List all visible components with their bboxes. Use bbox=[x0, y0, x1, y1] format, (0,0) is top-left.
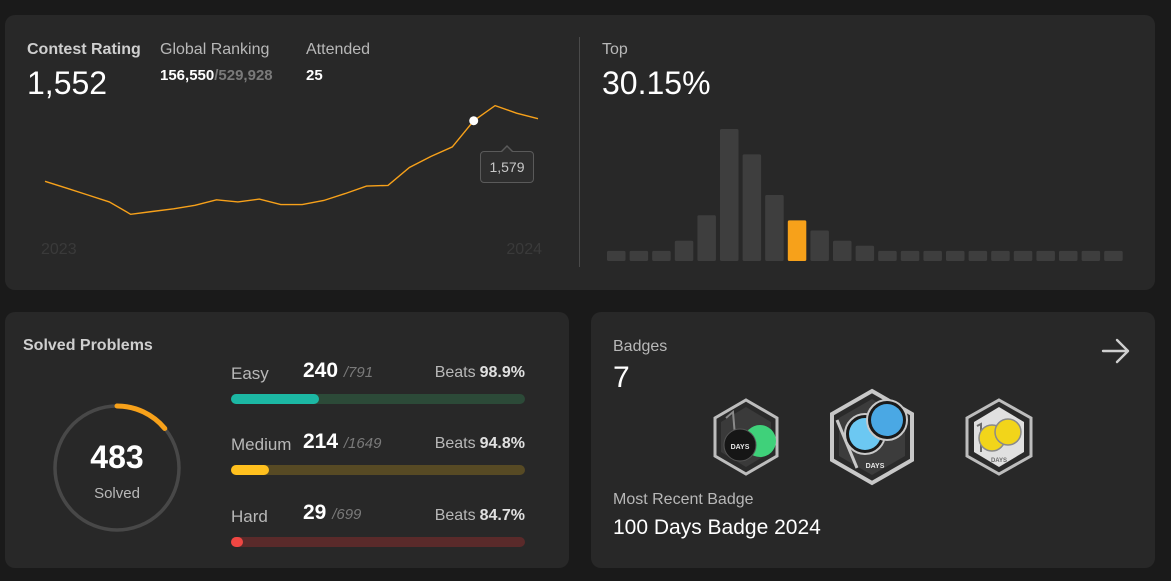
ring-progress bbox=[52, 403, 182, 533]
top-percent-label: Top bbox=[602, 41, 628, 58]
hard-total: /699 bbox=[332, 506, 362, 523]
hard-beats: Beats 84.7% bbox=[435, 507, 525, 525]
rating-line-chart[interactable]: 2023 2024 bbox=[5, 15, 565, 290]
hard-label: Hard bbox=[231, 507, 268, 526]
medium-count-number: 214 bbox=[303, 430, 339, 453]
rating-point-highlight[interactable] bbox=[469, 116, 479, 126]
histogram-bar bbox=[991, 250, 1010, 261]
histogram-bar bbox=[900, 250, 920, 261]
histogram-bar bbox=[697, 215, 716, 261]
card-divider bbox=[579, 37, 580, 267]
badges-title: Badges bbox=[613, 338, 668, 355]
easy-progress-bar bbox=[231, 394, 525, 404]
medium-total: /1649 bbox=[343, 435, 382, 452]
global-ranking-label: Global Ranking bbox=[160, 41, 270, 58]
hard-progress-bar bbox=[231, 537, 525, 547]
top-percent-value: 30.15% bbox=[602, 65, 711, 101]
medium-progress-bar bbox=[231, 465, 525, 475]
easy-total: /791 bbox=[343, 364, 374, 381]
histogram-bar bbox=[968, 250, 988, 261]
medium-label: Medium bbox=[231, 435, 292, 454]
histogram-bar bbox=[652, 250, 671, 261]
most-recent-badge-name[interactable]: 100 Days Badge 2024 bbox=[613, 516, 821, 539]
100-days-yellow-badge-icon[interactable]: DAYS bbox=[963, 398, 1035, 476]
histogram-bar-highlight bbox=[787, 220, 807, 261]
100-days-badge-icon[interactable]: DAYS bbox=[827, 388, 917, 486]
badge-text: DAYS bbox=[866, 463, 885, 470]
easy-progress-fill bbox=[231, 394, 320, 404]
medium-beats: Beats 94.8% bbox=[435, 435, 525, 453]
easy-beats: Beats 98.9% bbox=[435, 364, 525, 382]
solved-count-label: Solved bbox=[94, 485, 140, 502]
badge-text: DAYS bbox=[991, 458, 1007, 464]
histogram-bar bbox=[946, 250, 965, 261]
global-ranking-number: 156,550 bbox=[160, 67, 215, 84]
solved-progress-ring[interactable] bbox=[52, 403, 182, 533]
histogram-bar bbox=[674, 240, 694, 261]
histogram-bar bbox=[1081, 250, 1101, 261]
attended-value: 25 bbox=[306, 67, 323, 84]
global-ranking-value: 156,550/529,928 bbox=[160, 67, 273, 84]
easy-count: 240 /791 bbox=[303, 359, 373, 383]
contest-rating-card: Contest Rating 1,552 Global Ranking 156,… bbox=[5, 15, 1155, 290]
histogram-bar bbox=[1059, 250, 1078, 261]
hard-beats-label: Beats bbox=[434, 507, 476, 524]
easy-label: Easy bbox=[231, 364, 269, 383]
contest-rating-label: Contest Rating bbox=[27, 41, 141, 58]
solved-problems-card: Solved Problems 483 Solved Easy 240 /791… bbox=[5, 312, 569, 568]
histogram-bar bbox=[810, 230, 829, 261]
hard-count-number: 29 bbox=[303, 501, 327, 524]
attended-label: Attended bbox=[306, 41, 371, 58]
50-days-badge-icon[interactable]: DAYS bbox=[711, 398, 781, 476]
histogram-bar bbox=[923, 250, 942, 261]
easy-count-number: 240 bbox=[303, 359, 339, 382]
histogram-bar bbox=[1104, 250, 1123, 261]
rating-line bbox=[44, 104, 539, 216]
ranking-histogram[interactable] bbox=[5, 15, 1155, 290]
histogram-bar bbox=[833, 240, 852, 261]
histogram-bar bbox=[629, 250, 649, 261]
histogram-bar bbox=[742, 154, 762, 261]
medium-progress-fill bbox=[231, 465, 270, 475]
histogram-bar bbox=[720, 129, 739, 261]
easy-beats-label: Beats bbox=[434, 364, 476, 381]
global-ranking-total: /529,928 bbox=[214, 67, 273, 84]
contest-rating-value: 1,552 bbox=[27, 65, 108, 101]
badges-card: Badges 7 DAYS DAYS DAYS Most Recent Badg… bbox=[591, 312, 1155, 568]
histogram-bar bbox=[1036, 250, 1055, 261]
x-tick-label: 2023 bbox=[41, 241, 77, 258]
hard-count: 29 /699 bbox=[303, 501, 361, 525]
solved-count: 483 bbox=[90, 439, 144, 475]
histogram-bar bbox=[878, 250, 897, 261]
easy-beats-value: 98.9% bbox=[479, 364, 525, 381]
badge-text: DAYS bbox=[731, 444, 750, 451]
hard-beats-value: 84.7% bbox=[479, 507, 525, 524]
histogram-bar bbox=[765, 195, 784, 261]
solved-problems-title: Solved Problems bbox=[23, 337, 153, 354]
arrow-right-icon[interactable] bbox=[1101, 336, 1131, 366]
badges-count: 7 bbox=[613, 361, 630, 394]
medium-count: 214 /1649 bbox=[303, 430, 381, 454]
histogram-bar bbox=[855, 245, 875, 261]
hard-progress-fill bbox=[231, 537, 243, 547]
histogram-bar bbox=[607, 250, 626, 261]
medium-beats-value: 94.8% bbox=[479, 435, 525, 452]
medium-beats-label: Beats bbox=[434, 435, 476, 452]
rating-tooltip: 1,579 bbox=[480, 145, 534, 183]
x-tick-label: 2024 bbox=[506, 241, 542, 258]
histogram-bar bbox=[1013, 250, 1033, 261]
most-recent-badge-label: Most Recent Badge bbox=[613, 491, 754, 508]
